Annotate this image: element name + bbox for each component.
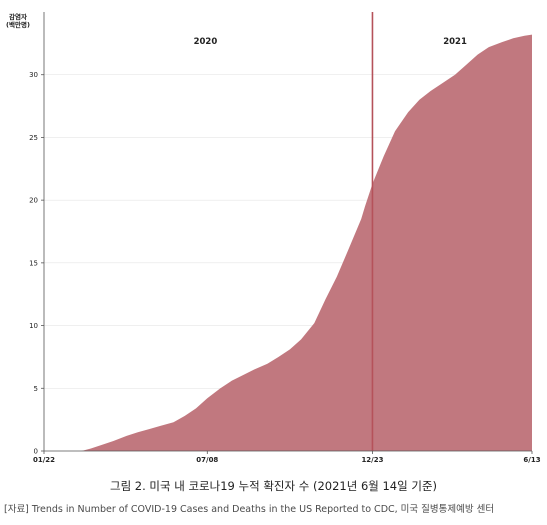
x-tick-label: 6/13 — [523, 456, 540, 464]
year-label: 2021 — [443, 37, 467, 47]
y-axis-title: 감염자 — [9, 12, 27, 21]
y-tick-label: 20 — [29, 197, 38, 205]
y-tick-label: 30 — [29, 71, 38, 79]
cumulative-cases-area — [44, 34, 532, 451]
source-note: [자료] Trends in Number of COVID-19 Cases … — [4, 504, 495, 515]
x-tick-label: 12/23 — [361, 456, 383, 464]
infection-area-chart: 0 5 10 15 20 25 30 감염자(백만명) 2020 2021 01/22 07/08 12… — [6, 12, 541, 464]
y-tick-label: 15 — [29, 259, 38, 267]
year-label: 2020 — [194, 37, 218, 47]
y-tick-label: 10 — [29, 322, 38, 330]
y-tick-label: 5 — [34, 385, 38, 393]
y-tick-label: 25 — [29, 134, 38, 142]
y-tick-label: 0 — [34, 448, 38, 456]
figure-caption: 그림 2. 미국 내 코로나19 누적 확진자 수 (2021년 6월 14일 … — [109, 479, 438, 493]
y-axis-title: (백만명) — [6, 20, 30, 29]
x-tick-label: 01/22 — [33, 456, 55, 464]
x-tick-label: 07/08 — [196, 456, 218, 464]
